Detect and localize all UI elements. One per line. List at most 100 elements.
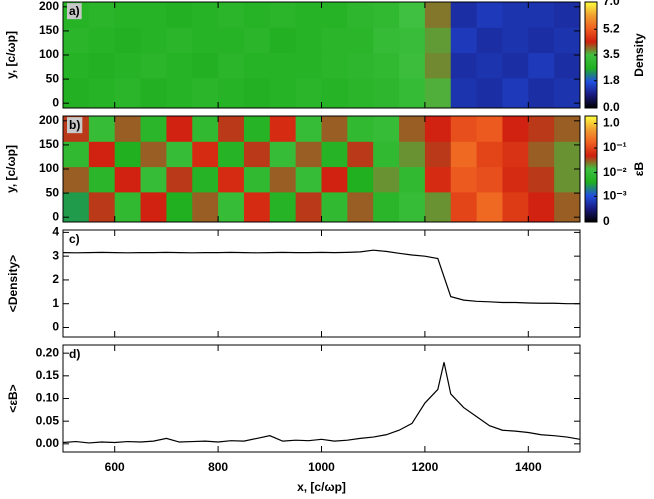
x-axis-label: x, [c/ωp] xyxy=(297,480,346,494)
y-tick-label: 0 xyxy=(52,95,59,109)
heatmap-cell xyxy=(450,52,478,79)
y-tick-label: 200 xyxy=(39,0,59,13)
heatmap-cell xyxy=(528,2,555,28)
colorbar-tick-label: 10⁻¹ xyxy=(603,140,627,154)
y-tick-label: 0.15 xyxy=(36,368,60,382)
y-tick-label: 0.00 xyxy=(36,436,60,450)
heatmap-cell xyxy=(528,77,555,108)
heatmap-cell xyxy=(243,2,271,28)
heatmap-cell xyxy=(424,191,452,222)
heatmap-cell xyxy=(554,77,580,108)
heatmap-cell xyxy=(88,77,116,108)
heatmap-cell xyxy=(295,166,322,193)
heatmap-cell xyxy=(140,191,167,222)
heatmap-cell xyxy=(243,27,271,54)
heatmap-cell xyxy=(399,52,426,79)
heatmap-cell xyxy=(269,141,297,168)
x-tick-label: 1000 xyxy=(308,460,335,474)
plot-area xyxy=(63,249,580,305)
heatmap-cell xyxy=(166,52,193,79)
heatmap-cell xyxy=(399,27,426,54)
panel-label-bg xyxy=(67,3,82,20)
heatmap-cell xyxy=(243,166,271,193)
heatmap-cell xyxy=(347,2,374,28)
colorbar-tick-label: 10⁻² xyxy=(603,165,627,179)
heatmap-cell xyxy=(218,2,245,28)
heatmap-cell xyxy=(554,27,580,54)
heatmap-cell xyxy=(166,191,193,222)
heatmap-cell xyxy=(63,52,90,79)
heatmap-cell xyxy=(399,77,426,108)
heatmap-cell xyxy=(218,77,245,108)
heatmap-cell xyxy=(554,2,580,28)
heatmap-cell xyxy=(528,52,555,79)
heatmap-cell xyxy=(399,2,426,28)
heatmap-cell xyxy=(114,116,142,142)
heatmap-cell xyxy=(502,2,529,28)
y-tick-label: 50 xyxy=(46,71,60,85)
data-line xyxy=(63,362,580,444)
heatmap-cell xyxy=(88,166,116,193)
heatmap-cell xyxy=(476,52,503,79)
heatmap-cell xyxy=(528,27,555,54)
y-tick-label: 0.10 xyxy=(36,391,60,405)
y-tick-label: 0.05 xyxy=(36,413,60,427)
x-tick-label: 1200 xyxy=(412,460,439,474)
colorbar-tick-label: 7.0 xyxy=(603,0,620,8)
heatmap-cell xyxy=(269,191,297,222)
heatmap-cell xyxy=(424,2,452,28)
panel-label: c) xyxy=(69,232,80,246)
heatmap-cell xyxy=(424,116,452,142)
heatmap-cell xyxy=(192,166,219,193)
x-tick-label: 600 xyxy=(105,460,125,474)
heatmap-cell xyxy=(373,166,400,193)
y-tick-label: 3 xyxy=(52,248,59,262)
colorbar-tick-label: 0 xyxy=(603,214,610,228)
heatmap-cell xyxy=(554,52,580,79)
heatmap-cell xyxy=(192,141,219,168)
heatmap-cell xyxy=(192,27,219,54)
heatmap-cell xyxy=(502,27,529,54)
heatmap-cell xyxy=(399,191,426,222)
heatmap-cell xyxy=(321,77,348,108)
heatmap-cell xyxy=(140,77,167,108)
heatmap-cell xyxy=(166,141,193,168)
heatmap-cell xyxy=(554,141,580,168)
colorbar-tick-label: 5.2 xyxy=(603,21,620,35)
heatmap-cell xyxy=(373,191,400,222)
heatmap-cell xyxy=(243,141,271,168)
heatmap-cell xyxy=(476,141,503,168)
y-tick-label: 4 xyxy=(52,225,59,239)
heatmap-cell xyxy=(243,191,271,222)
heatmap-cell xyxy=(243,116,271,142)
heatmap-cell xyxy=(218,191,245,222)
heatmap-cell xyxy=(295,77,322,108)
heatmap-cell xyxy=(450,166,478,193)
heatmap-cell xyxy=(114,2,142,28)
heatmap-cell xyxy=(373,52,400,79)
colorbar xyxy=(584,115,598,223)
heatmap-cell xyxy=(88,191,116,222)
heatmap-cell xyxy=(269,52,297,79)
heatmap-cell xyxy=(502,166,529,193)
heatmap-cell xyxy=(424,166,452,193)
heatmap-cell xyxy=(166,77,193,108)
x-tick-label: 1400 xyxy=(515,460,542,474)
heatmap-cell xyxy=(295,2,322,28)
heatmap-cell xyxy=(295,141,322,168)
heatmap-cell xyxy=(450,116,478,142)
colorbar-tick-label: 0.0 xyxy=(603,100,620,114)
heatmap-cell xyxy=(476,166,503,193)
heatmap-cell xyxy=(63,141,90,168)
heatmap-cell xyxy=(450,27,478,54)
heatmap-cell xyxy=(502,116,529,142)
y-tick-label: 0 xyxy=(52,209,59,223)
heatmap-cell xyxy=(63,27,90,54)
heatmap-cell xyxy=(218,141,245,168)
data-line xyxy=(63,249,580,305)
heatmap-cell xyxy=(166,166,193,193)
heatmap-cell xyxy=(399,166,426,193)
heatmap-cell xyxy=(528,191,555,222)
y-tick-label: 1 xyxy=(52,296,59,310)
axes-frame xyxy=(62,229,581,338)
